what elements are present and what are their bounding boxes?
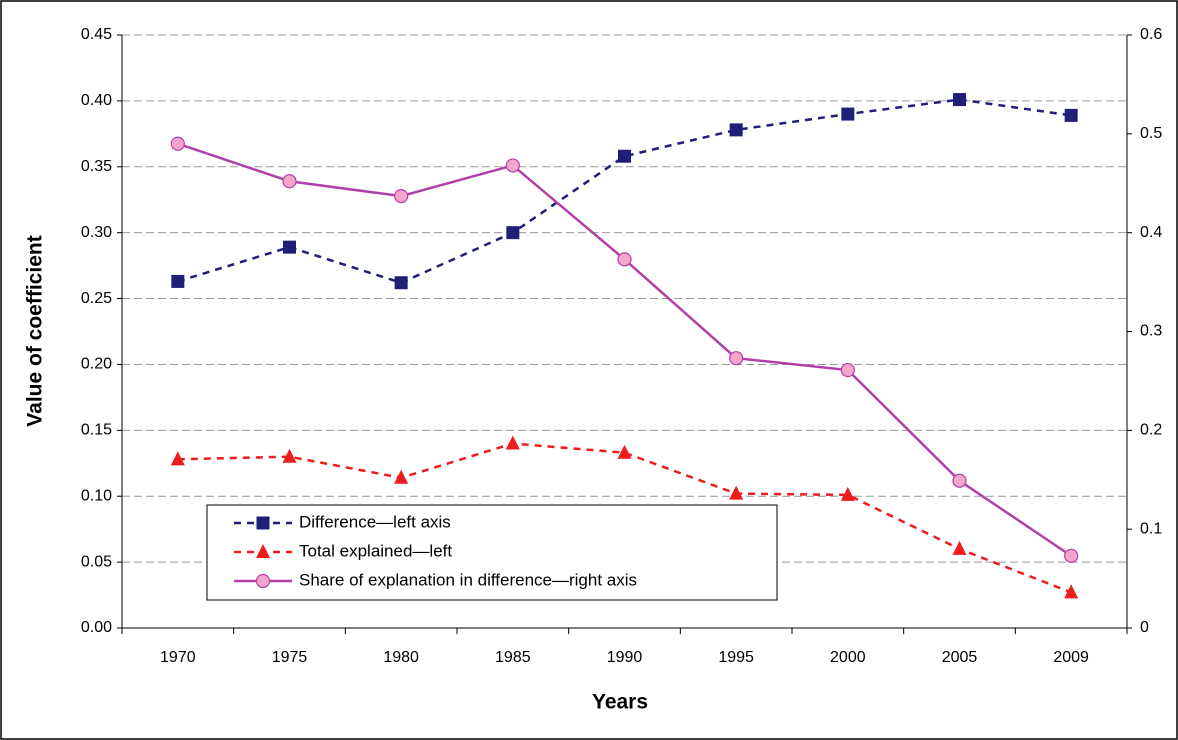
triangle-marker xyxy=(617,444,632,459)
circle-marker xyxy=(282,174,297,189)
y2-tick-label: 0.4 xyxy=(1140,224,1162,241)
triangle-marker xyxy=(170,451,185,466)
square-marker xyxy=(171,274,185,288)
circle-marker xyxy=(840,362,855,378)
y2-tick-label: 0.6 xyxy=(1140,26,1162,43)
y2-tick-label: 0.2 xyxy=(1140,422,1162,439)
y-tick-label: 0.15 xyxy=(81,422,112,439)
series-line xyxy=(177,98,1072,285)
legend-box xyxy=(206,504,778,601)
y-tick-label: 0.40 xyxy=(81,92,112,109)
circle-marker xyxy=(505,158,520,173)
square-marker xyxy=(729,123,743,137)
x-tick-label: 2009 xyxy=(1053,649,1089,666)
y-tick-label: 0.10 xyxy=(81,487,112,504)
legend-label: Difference—left axis xyxy=(299,512,451,531)
triangle-marker xyxy=(729,485,744,500)
y-tick-label: 0.20 xyxy=(81,356,112,373)
y-tick-label: 0.05 xyxy=(81,553,112,570)
circle-marker xyxy=(170,136,185,151)
y-tick-label: 0.00 xyxy=(81,619,112,636)
x-tick-label: 1995 xyxy=(718,649,754,666)
circle-marker xyxy=(952,473,967,488)
triangle-marker xyxy=(256,544,270,558)
y-axis-title: Value of coefficient xyxy=(24,235,47,426)
triangle-marker xyxy=(282,448,297,463)
x-tick-label: 2000 xyxy=(830,649,866,666)
square-marker xyxy=(841,107,855,121)
y2-tick-label: 0.1 xyxy=(1140,520,1162,537)
x-tick-label: 2005 xyxy=(942,649,978,666)
square-marker xyxy=(618,149,631,163)
square-marker xyxy=(1064,108,1078,122)
y2-tick-label: 0.5 xyxy=(1140,125,1162,142)
square-marker xyxy=(283,240,296,254)
circle-marker xyxy=(617,252,632,267)
circle-marker xyxy=(255,573,271,589)
x-tick-label: 1985 xyxy=(495,649,531,666)
y2-tick-label: 0.3 xyxy=(1140,323,1162,340)
series-line xyxy=(177,442,1072,594)
x-tick-label: 1990 xyxy=(607,649,643,666)
square-marker xyxy=(256,516,270,530)
square-marker xyxy=(394,276,408,290)
triangle-marker xyxy=(840,486,855,501)
circle-marker xyxy=(394,188,409,204)
square-marker xyxy=(953,93,966,107)
triangle-marker xyxy=(394,469,409,484)
circle-marker xyxy=(1064,548,1079,563)
x-tick-label: 1970 xyxy=(160,649,196,666)
square-marker xyxy=(506,226,520,240)
legend-label: Share of explanation in difference—right… xyxy=(299,570,637,589)
triangle-marker xyxy=(1064,584,1079,599)
legend-label: Total explained—left xyxy=(299,541,452,560)
x-axis-title: Years xyxy=(592,691,648,714)
y-tick-label: 0.45 xyxy=(81,26,112,43)
x-tick-label: 1980 xyxy=(383,649,419,666)
y2-tick-label: 0 xyxy=(1140,619,1149,636)
circle-marker xyxy=(729,351,744,366)
triangle-marker xyxy=(505,435,520,450)
y-tick-label: 0.25 xyxy=(81,290,112,307)
y-tick-label: 0.30 xyxy=(81,224,112,241)
x-tick-label: 1975 xyxy=(272,649,308,666)
y-tick-label: 0.35 xyxy=(81,158,112,175)
triangle-marker xyxy=(952,540,967,555)
